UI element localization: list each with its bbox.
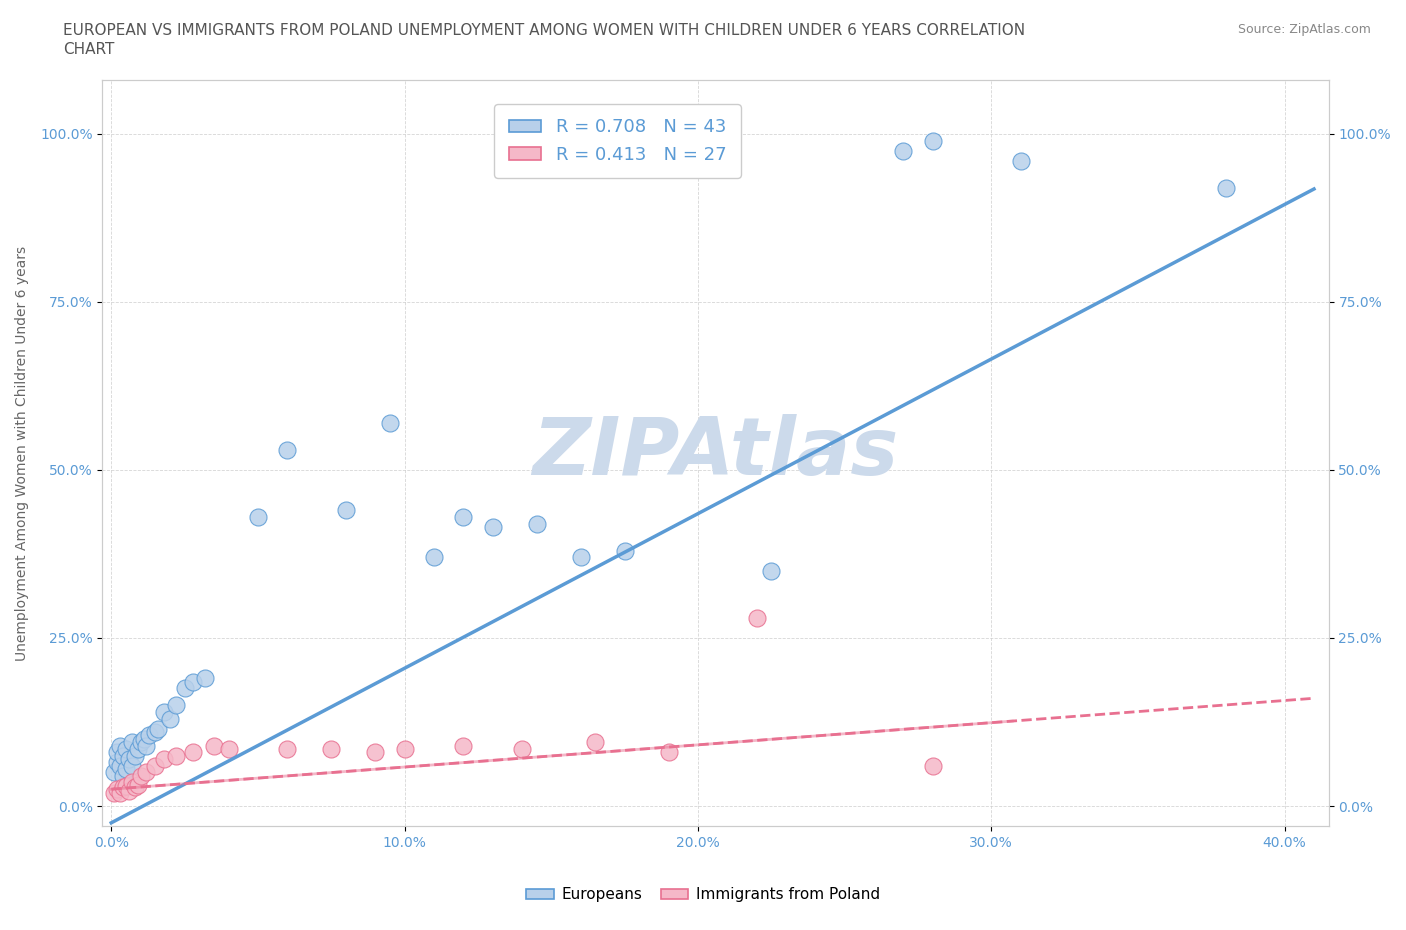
- Point: [246, 510, 269, 525]
- Point: [613, 543, 636, 558]
- Point: [686, 153, 709, 168]
- Point: [143, 724, 166, 739]
- Point: [108, 785, 131, 800]
- Text: ZIPAtlas: ZIPAtlas: [533, 414, 898, 492]
- Point: [276, 741, 298, 756]
- Point: [115, 762, 138, 777]
- Point: [127, 777, 149, 792]
- Point: [143, 758, 166, 773]
- Point: [891, 143, 914, 158]
- Point: [132, 731, 155, 746]
- Point: [423, 550, 446, 565]
- Point: [183, 745, 205, 760]
- Point: [1215, 180, 1237, 195]
- Point: [135, 765, 157, 780]
- Point: [378, 416, 401, 431]
- Point: [276, 443, 298, 458]
- Point: [121, 758, 143, 773]
- Point: [451, 510, 474, 525]
- Point: [105, 782, 128, 797]
- Point: [510, 741, 533, 756]
- Point: [121, 775, 143, 790]
- Y-axis label: Unemployment Among Women with Children Under 6 years: Unemployment Among Women with Children U…: [15, 246, 30, 660]
- Point: [121, 735, 143, 750]
- Point: [105, 745, 128, 760]
- Legend: Europeans, Immigrants from Poland: Europeans, Immigrants from Poland: [520, 882, 886, 909]
- Point: [194, 671, 217, 685]
- Point: [218, 741, 240, 756]
- Point: [569, 550, 592, 565]
- Point: [115, 741, 138, 756]
- Point: [108, 758, 131, 773]
- Text: EUROPEAN VS IMMIGRANTS FROM POLAND UNEMPLOYMENT AMONG WOMEN WITH CHILDREN UNDER : EUROPEAN VS IMMIGRANTS FROM POLAND UNEMP…: [63, 23, 1025, 38]
- Point: [111, 768, 134, 783]
- Point: [153, 751, 176, 766]
- Point: [153, 704, 176, 719]
- Text: Source: ZipAtlas.com: Source: ZipAtlas.com: [1237, 23, 1371, 36]
- Point: [105, 755, 128, 770]
- Point: [1010, 153, 1032, 168]
- Point: [138, 728, 160, 743]
- Point: [108, 738, 131, 753]
- Point: [583, 735, 606, 750]
- Point: [115, 778, 138, 793]
- Legend: R = 0.708   N = 43, R = 0.413   N = 27: R = 0.708 N = 43, R = 0.413 N = 27: [495, 104, 741, 178]
- Point: [118, 784, 141, 799]
- Point: [124, 748, 146, 763]
- Point: [202, 738, 225, 753]
- Text: CHART: CHART: [63, 42, 115, 57]
- Point: [148, 722, 170, 737]
- Point: [394, 741, 416, 756]
- Point: [658, 745, 681, 760]
- Point: [165, 698, 187, 712]
- Point: [135, 738, 157, 753]
- Point: [481, 520, 503, 535]
- Point: [745, 610, 768, 625]
- Point: [165, 748, 187, 763]
- Point: [183, 674, 205, 689]
- Point: [129, 735, 152, 750]
- Point: [173, 681, 195, 696]
- Point: [103, 765, 125, 780]
- Point: [761, 564, 783, 578]
- Point: [335, 503, 357, 518]
- Point: [111, 779, 134, 794]
- Point: [159, 711, 181, 726]
- Point: [364, 745, 387, 760]
- Point: [658, 140, 681, 154]
- Point: [129, 768, 152, 783]
- Point: [111, 748, 134, 763]
- Point: [526, 516, 548, 531]
- Point: [127, 741, 149, 756]
- Point: [103, 785, 125, 800]
- Point: [321, 741, 343, 756]
- Point: [921, 758, 943, 773]
- Point: [124, 779, 146, 794]
- Point: [921, 133, 943, 148]
- Point: [118, 751, 141, 766]
- Point: [451, 738, 474, 753]
